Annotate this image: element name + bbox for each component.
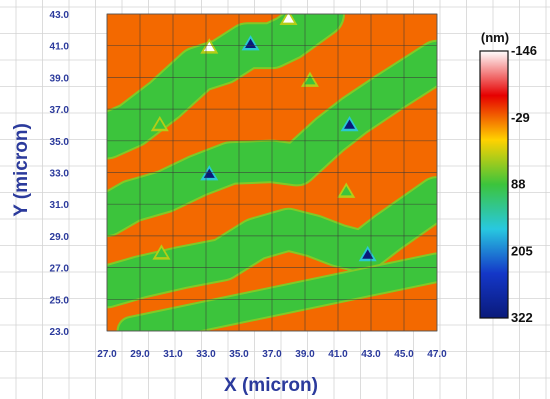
x-tick-label: 31.0 — [163, 349, 183, 360]
y-tick-label: 27.0 — [50, 264, 70, 275]
x-tick-label: 35.0 — [229, 349, 249, 360]
y-axis-title: Y (micron) — [11, 123, 32, 217]
feature — [344, 119, 356, 129]
colorbar: (nm) -146 -29 88 205 322 — [479, 30, 537, 325]
band — [107, 14, 343, 158]
colorbar-labels: -146 -29 88 205 322 — [511, 43, 537, 325]
feature — [362, 249, 374, 259]
feature — [154, 119, 166, 129]
x-tick-label: 29.0 — [130, 349, 150, 360]
feature — [304, 75, 316, 85]
x-axis-ticks: 27.0 29.0 31.0 33.0 35.0 37.0 39.0 41.0 43.0 45.0… — [97, 349, 447, 360]
colorbar-label: -146 — [511, 43, 537, 58]
y-tick-label: 31.0 — [50, 200, 70, 211]
x-tick-label: 41.0 — [328, 349, 348, 360]
y-tick-label: 37.0 — [50, 105, 70, 116]
x-tick-label: 37.0 — [262, 349, 282, 360]
x-tick-label: 43.0 — [361, 349, 381, 360]
x-axis-title: X (micron) — [224, 375, 318, 396]
colorbar-strip — [479, 50, 509, 319]
colorbar-label: 88 — [511, 177, 525, 192]
x-tick-label: 45.0 — [394, 349, 414, 360]
feature — [203, 41, 215, 52]
colorbar-label: 205 — [511, 243, 533, 258]
colorbar-unit: (nm) — [481, 30, 509, 45]
feature — [203, 168, 215, 178]
colorbar-label: -29 — [511, 110, 530, 125]
x-tick-label: 47.0 — [427, 349, 447, 360]
y-tick-label: 41.0 — [50, 42, 70, 53]
y-tick-label: 39.0 — [50, 73, 70, 84]
y-tick-label: 33.0 — [50, 169, 70, 180]
y-tick-label: 35.0 — [50, 137, 70, 148]
feature — [283, 14, 294, 23]
y-tick-label: 43.0 — [50, 10, 70, 21]
y-axis-ticks: 23.0 25.0 27.0 29.0 31.0 33.0 35.0 37.0 39.0 41.0… — [50, 10, 70, 338]
x-tick-label: 33.0 — [196, 349, 216, 360]
y-tick-label: 25.0 — [50, 295, 70, 306]
y-tick-label: 29.0 — [50, 232, 70, 243]
colorbar-label: 322 — [511, 310, 533, 325]
plot-frame — [106, 13, 438, 332]
x-tick-label: 27.0 — [97, 349, 117, 360]
x-tick-label: 39.0 — [295, 349, 315, 360]
y-tick-label: 23.0 — [50, 327, 70, 338]
feature — [340, 186, 352, 196]
feature — [155, 247, 167, 258]
